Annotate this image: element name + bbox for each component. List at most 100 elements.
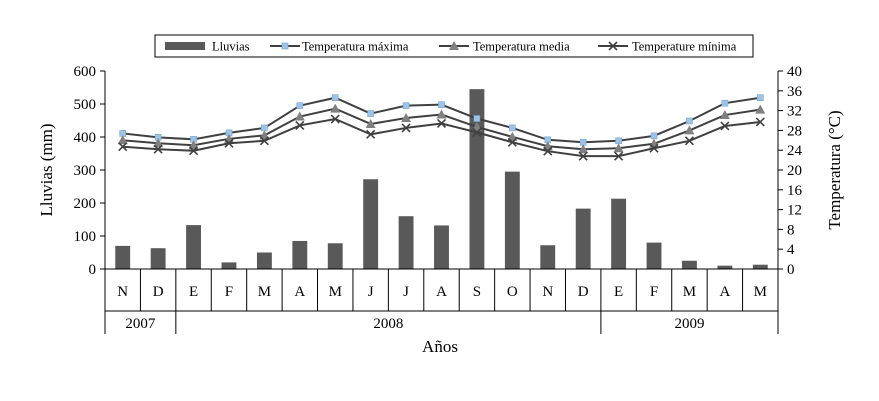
y-left-tick-label: 100 xyxy=(74,229,97,245)
rainfall-bar xyxy=(327,243,343,269)
y-left-tick-label: 0 xyxy=(89,262,97,278)
month-label: A xyxy=(436,284,447,300)
month-label: A xyxy=(294,284,305,300)
rainfall-bar xyxy=(256,252,272,269)
y-axis-left-title: Lluvias (mm) xyxy=(37,123,56,216)
tmean-marker xyxy=(755,104,766,114)
month-label: E xyxy=(189,284,198,300)
legend-item: Temperatura máxima xyxy=(270,40,409,54)
y-right-tick-label: 12 xyxy=(787,203,802,219)
tmean-marker xyxy=(578,144,589,154)
tmin-marker xyxy=(614,151,624,161)
y-right-tick-label: 32 xyxy=(787,104,802,120)
series-square xyxy=(119,94,764,146)
month-label: M xyxy=(683,284,696,300)
tmean-marker xyxy=(259,130,270,140)
rainfall-bar xyxy=(221,262,237,269)
rainfall-bar xyxy=(682,260,697,269)
tmax-marker xyxy=(261,124,268,132)
tmax-marker xyxy=(473,115,481,122)
x-axis: N D E F M A M J J A S O N D E F M A M 2007 2008 2009 xyxy=(104,268,779,334)
tmean-marker xyxy=(684,125,695,135)
tmin-marker xyxy=(259,136,269,146)
legend-label: Temperatura máxima xyxy=(302,40,409,54)
tmin-marker xyxy=(366,129,376,139)
month-label: D xyxy=(578,284,589,300)
rainfall-bar xyxy=(717,265,733,269)
tmean-marker xyxy=(330,103,341,113)
y-right-tick-label: 36 xyxy=(787,84,803,100)
y-left-tick-label: 500 xyxy=(74,97,97,113)
tmin-marker xyxy=(401,123,411,133)
tmax-marker xyxy=(402,102,410,109)
y-left-tick-label: 600 xyxy=(74,64,97,80)
tmin-marker xyxy=(649,143,659,153)
tmin-marker xyxy=(755,117,765,127)
rainfall-bar xyxy=(292,240,308,269)
y-right-tick-label: 24 xyxy=(787,143,803,159)
tmean-marker xyxy=(719,110,730,120)
tmax-marker xyxy=(721,99,729,107)
rainfall-bar xyxy=(575,208,591,269)
tmin-marker xyxy=(543,146,553,156)
tmean-marker xyxy=(117,135,128,145)
month-label: S xyxy=(473,284,481,300)
y-right-tick-label: 4 xyxy=(787,242,795,258)
y-right-tick-label: 40 xyxy=(787,64,802,80)
tmin-marker xyxy=(684,136,695,146)
tmin-marker xyxy=(153,144,163,154)
month-label: F xyxy=(225,284,233,300)
tmean-marker xyxy=(436,109,447,119)
y-left-tick-label: 400 xyxy=(74,130,97,146)
y-left-tick-label: 200 xyxy=(74,196,97,212)
y-left-tick-label: 300 xyxy=(74,163,97,179)
tmin-marker xyxy=(436,118,447,129)
month-label: D xyxy=(153,284,164,300)
temperature-lines xyxy=(117,94,766,161)
y-right-tick-label: 8 xyxy=(787,222,795,238)
tmean-marker xyxy=(471,121,482,131)
tmin-marker xyxy=(188,146,199,156)
y-right-tick-label: 0 xyxy=(787,262,795,278)
month-label: J xyxy=(403,284,409,300)
month-label: M xyxy=(754,284,767,300)
legend-label: Temperature mínima xyxy=(632,40,737,54)
tmin-marker xyxy=(330,114,340,124)
rainfall-bar xyxy=(752,264,768,269)
rainfall-bar xyxy=(363,179,379,269)
tmax-marker xyxy=(331,94,339,102)
tmean-marker xyxy=(401,113,412,123)
rainfall-bar xyxy=(646,242,662,269)
month-label: N xyxy=(117,284,128,300)
month-label: A xyxy=(719,284,730,300)
legend-item: Lluvias xyxy=(165,40,250,54)
tmin-marker xyxy=(295,120,305,131)
y-axis-right-title: Temperatura (°C) xyxy=(825,110,844,229)
tmin-marker xyxy=(507,137,517,147)
legend-item: Temperatura media xyxy=(439,40,570,54)
tmean-marker xyxy=(188,140,199,150)
rainfall-bar xyxy=(398,216,414,269)
tmean-marker xyxy=(294,111,305,121)
rainfall-bar xyxy=(434,225,449,269)
rainfall-bar xyxy=(504,171,520,269)
legend-item: Temperature mínima xyxy=(598,40,737,54)
month-label: N xyxy=(542,284,553,300)
tmax-marker xyxy=(615,137,622,145)
tmin-marker xyxy=(720,121,730,131)
tmean-marker xyxy=(507,131,518,141)
tmax-marker xyxy=(281,42,289,50)
rainfall-bar xyxy=(611,198,627,269)
tmax-marker xyxy=(650,132,658,140)
tmean-marker xyxy=(613,143,624,153)
tmin-marker xyxy=(578,151,588,161)
tmax-marker xyxy=(686,117,693,125)
rainfall-bar xyxy=(186,225,201,269)
year-label: 2007 xyxy=(125,316,156,332)
x-axis-title: Años xyxy=(422,337,458,356)
axes: 0 100 200 300 400 500 600 0 4 8 12 16 20 24 28 32 36 40 xyxy=(74,64,803,278)
y-right-tick-label: 20 xyxy=(787,163,802,179)
rainfall-bar xyxy=(115,245,131,269)
tmin-marker xyxy=(118,142,128,152)
